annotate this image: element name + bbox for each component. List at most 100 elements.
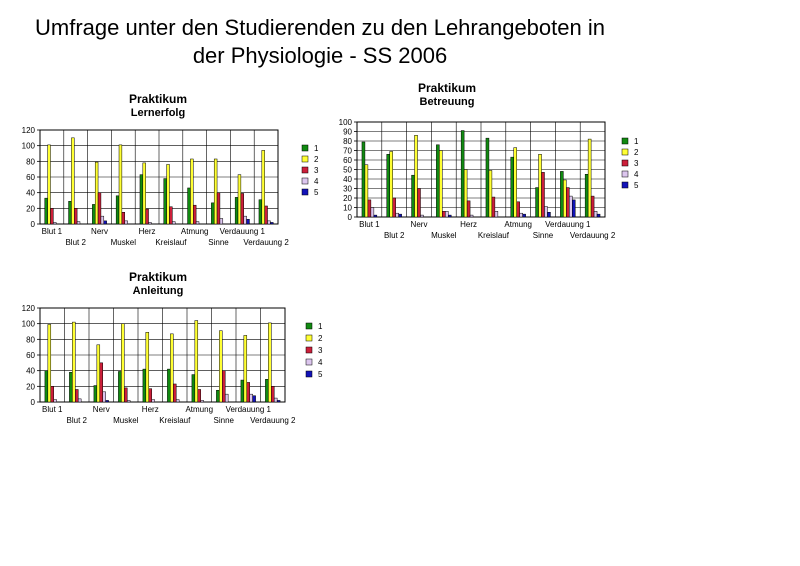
legend-swatch-4 <box>621 170 629 178</box>
legend-swatch-1 <box>301 144 309 152</box>
bar-kreislauf-series-4 <box>494 211 499 218</box>
bar-herz-series-2 <box>145 332 150 403</box>
x-tick-label: Verdauung 2 <box>250 416 296 425</box>
bar-verdauung-2-series-1 <box>265 379 269 403</box>
bar-sinne-series-2 <box>219 330 223 403</box>
bar-blut-1-series-4 <box>53 399 57 403</box>
bar-blut-2-series-3 <box>74 208 78 225</box>
bar-nerv-series-3 <box>99 362 103 403</box>
legend-label-1: 1 <box>314 144 319 153</box>
legend-label-1: 1 <box>634 137 639 146</box>
bar-muskel-series-3 <box>121 212 125 225</box>
bar-muskel-series-3 <box>124 387 128 403</box>
bar-herz-series-1 <box>142 368 147 403</box>
y-tick-label: 40 <box>26 367 35 376</box>
legend-swatch-5 <box>305 370 313 378</box>
legend-label-2: 2 <box>314 155 319 164</box>
x-tick-label: Nerv <box>93 405 110 414</box>
y-tick-label: 90 <box>343 128 352 137</box>
bar-nerv-series-2 <box>414 135 418 218</box>
x-tick-label: Blut 2 <box>67 416 88 425</box>
y-tick-label: 40 <box>343 175 352 184</box>
legend-swatch-1 <box>621 137 629 145</box>
y-tick-label: 20 <box>26 204 35 213</box>
bar-blut-2-series-2 <box>72 321 76 403</box>
bar-muskel-series-2 <box>118 144 123 225</box>
bar-atmung-series-5 <box>522 213 526 218</box>
bar-verdauung-1-series-1 <box>240 379 245 403</box>
chart3-title: Praktikum Anleitung <box>88 270 228 298</box>
y-tick-label: 70 <box>343 147 352 156</box>
bar-sinne-series-2 <box>213 158 218 225</box>
bar-herz-series-4 <box>151 399 155 403</box>
x-tick-label: Nerv <box>411 220 428 229</box>
bar-verdauung-2-series-5 <box>596 213 601 218</box>
legend-swatch-5 <box>301 188 309 196</box>
x-tick-label: Herz <box>142 405 159 414</box>
x-tick-label: Kreislauf <box>155 238 187 247</box>
bar-kreislauf-series-3 <box>173 383 177 403</box>
bar-kreislauf-series-2 <box>488 170 493 218</box>
bar-herz-series-4 <box>148 222 152 225</box>
legend-swatch-4 <box>305 358 313 366</box>
legend-label-2: 2 <box>318 334 323 343</box>
bar-muskel-series-4 <box>445 211 449 218</box>
bar-nerv-series-3 <box>97 192 102 225</box>
x-tick-label: Verdauung 1 <box>545 220 591 229</box>
bar-atmung-series-3 <box>197 389 201 403</box>
bar-verdauung-1-series-5 <box>572 199 576 218</box>
bar-verdauung-2-series-3 <box>590 195 595 218</box>
bar-nerv-series-4 <box>102 391 106 403</box>
bar-muskel-series-2 <box>121 323 125 403</box>
bar-sinne-series-4 <box>544 206 548 218</box>
bar-nerv-series-1 <box>93 385 98 403</box>
bar-blut-1-series-4 <box>370 207 375 218</box>
legend-label-4: 4 <box>634 170 639 179</box>
bar-kreislauf-series-2 <box>170 333 174 403</box>
y-tick-label: 0 <box>31 398 36 407</box>
bar-verdauung-2-series-3 <box>271 386 275 403</box>
y-tick-label: 30 <box>343 185 352 194</box>
x-tick-label: Atmung <box>504 220 532 229</box>
bar-muskel-series-4 <box>124 220 128 225</box>
bar-herz-series-3 <box>148 388 152 403</box>
bar-kreislauf-series-1 <box>167 368 171 403</box>
legend-label-2: 2 <box>634 148 639 157</box>
y-tick-label: 100 <box>22 320 36 329</box>
bar-verdauung-2-series-3 <box>264 205 268 225</box>
y-tick-label: 80 <box>26 157 35 166</box>
bar-nerv-series-2 <box>96 344 101 403</box>
chart1-title-line2: Lernerfolg <box>130 107 186 119</box>
bar-muskel-series-2 <box>439 150 443 218</box>
bar-verdauung-2-series-5 <box>270 222 274 225</box>
bar-atmung-series-4 <box>200 400 204 403</box>
bar-nerv-series-4 <box>100 215 105 225</box>
bar-kreislauf-series-2 <box>166 164 170 225</box>
x-tick-label: Herz <box>460 220 477 229</box>
bar-nerv-series-3 <box>417 188 421 218</box>
bar-blut-1-series-3 <box>50 208 54 225</box>
bar-kreislauf-series-3 <box>169 206 173 225</box>
bar-verdauung-1-series-5 <box>252 395 256 403</box>
legend-label-4: 4 <box>314 177 319 186</box>
x-tick-label: Sinne <box>208 238 229 247</box>
y-tick-label: 120 <box>22 126 36 135</box>
y-tick-label: 0 <box>31 220 36 229</box>
bar-verdauung-1-series-2 <box>243 335 248 403</box>
y-tick-label: 100 <box>22 142 36 151</box>
bar-verdauung-1-series-4 <box>249 393 253 403</box>
bar-muskel-series-5 <box>448 214 452 218</box>
legend-label-3: 3 <box>314 166 319 175</box>
y-tick-label: 80 <box>26 335 35 344</box>
x-tick-label: Verdauung 2 <box>243 238 289 247</box>
bar-sinne-series-5 <box>547 212 551 218</box>
y-tick-label: 80 <box>343 137 352 146</box>
x-tick-label: Blut 1 <box>42 405 63 414</box>
bar-blut-2-series-4 <box>77 398 82 403</box>
y-tick-label: 0 <box>348 213 353 222</box>
x-tick-label: Blut 2 <box>65 238 86 247</box>
legend-label-5: 5 <box>318 370 323 379</box>
bar-atmung-series-3 <box>516 201 520 218</box>
